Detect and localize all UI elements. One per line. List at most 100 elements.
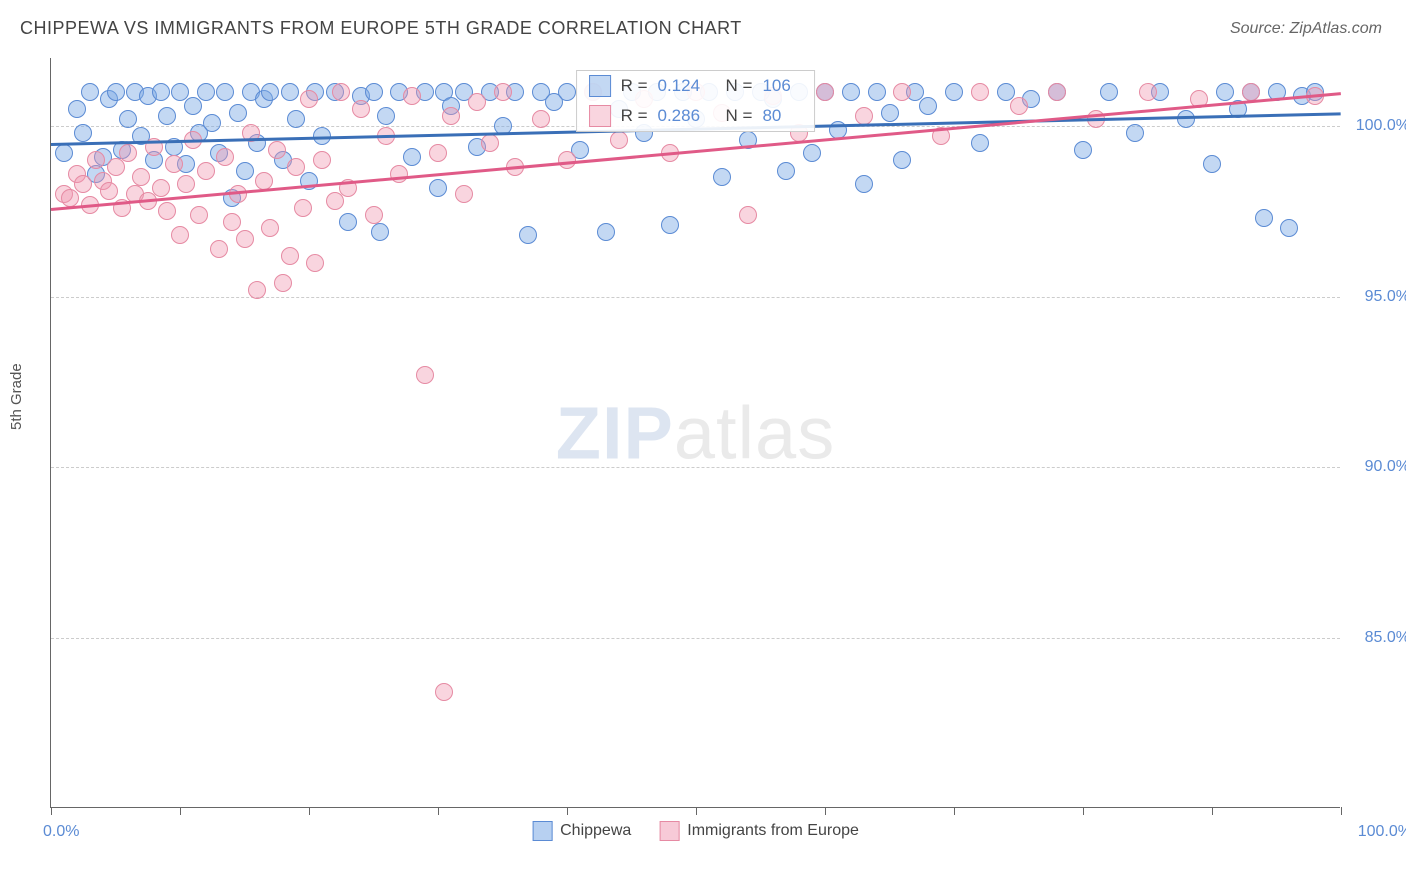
watermark-atlas: atlas: [674, 391, 835, 474]
data-point: [100, 182, 118, 200]
data-point: [494, 83, 512, 101]
data-point: [294, 199, 312, 217]
data-point: [107, 83, 125, 101]
y-axis-label: 5th Grade: [8, 363, 25, 430]
data-point: [339, 213, 357, 231]
stats-row: R =0.124N =106: [577, 71, 815, 101]
data-point: [371, 223, 389, 241]
data-point: [119, 144, 137, 162]
data-point: [236, 162, 254, 180]
data-point: [803, 144, 821, 162]
data-point: [313, 151, 331, 169]
data-point: [119, 110, 137, 128]
y-tick-label: 100.0%: [1350, 117, 1406, 135]
data-point: [197, 162, 215, 180]
watermark-zip: ZIP: [556, 391, 674, 474]
data-point: [816, 83, 834, 101]
data-point: [55, 144, 73, 162]
data-point: [281, 247, 299, 265]
data-point: [287, 110, 305, 128]
data-point: [442, 107, 460, 125]
data-point: [158, 202, 176, 220]
data-point: [223, 213, 241, 231]
data-point: [739, 206, 757, 224]
data-point: [403, 148, 421, 166]
stats-n-value: 80: [762, 106, 802, 126]
gridline: [51, 297, 1340, 298]
data-point: [87, 151, 105, 169]
data-point: [855, 107, 873, 125]
data-point: [287, 158, 305, 176]
data-point: [210, 240, 228, 258]
data-point: [171, 226, 189, 244]
data-point: [1280, 219, 1298, 237]
data-point: [1100, 83, 1118, 101]
data-point: [377, 107, 395, 125]
data-point: [435, 683, 453, 701]
data-point: [74, 124, 92, 142]
data-point: [365, 83, 383, 101]
data-point: [74, 175, 92, 193]
data-point: [216, 83, 234, 101]
data-point: [945, 83, 963, 101]
data-point: [532, 110, 550, 128]
data-point: [919, 97, 937, 115]
data-point: [248, 281, 266, 299]
data-point: [429, 179, 447, 197]
data-point: [107, 158, 125, 176]
data-point: [416, 366, 434, 384]
data-point: [1126, 124, 1144, 142]
data-point: [158, 107, 176, 125]
x-tick: [954, 807, 955, 815]
data-point: [216, 148, 234, 166]
data-point: [855, 175, 873, 193]
data-point: [236, 230, 254, 248]
x-tick: [51, 807, 52, 815]
stats-legend: R =0.124N =106 R = 0.286 N = 80: [576, 70, 816, 132]
chart-title: CHIPPEWA VS IMMIGRANTS FROM EUROPE 5TH G…: [20, 18, 742, 39]
data-point: [184, 97, 202, 115]
source-label: Source: ZipAtlas.com: [1230, 20, 1382, 38]
data-point: [203, 114, 221, 132]
data-point: [1139, 83, 1157, 101]
data-point: [197, 83, 215, 101]
x-axis-max-label: 100.0%: [1352, 823, 1406, 841]
data-point: [1203, 155, 1221, 173]
legend-swatch: [589, 105, 611, 127]
data-point: [390, 165, 408, 183]
data-point: [229, 104, 247, 122]
y-tick-label: 85.0%: [1350, 629, 1406, 647]
data-point: [429, 144, 447, 162]
data-point: [971, 134, 989, 152]
data-point: [255, 172, 273, 190]
x-axis-min-label: 0.0%: [43, 823, 79, 841]
data-point: [1010, 97, 1028, 115]
plot-area: ZIPatlas 85.0%90.0%95.0%100.0%0.0%100.0%…: [50, 58, 1340, 808]
data-point: [868, 83, 886, 101]
data-point: [777, 162, 795, 180]
data-point: [352, 100, 370, 118]
data-point: [481, 134, 499, 152]
x-tick: [1341, 807, 1342, 815]
stats-n-label: N =: [726, 76, 753, 96]
data-point: [165, 155, 183, 173]
data-point: [519, 226, 537, 244]
data-point: [1255, 209, 1273, 227]
data-point: [365, 206, 383, 224]
data-point: [610, 131, 628, 149]
y-tick-label: 90.0%: [1350, 458, 1406, 476]
stats-r-value: 0.286: [658, 106, 716, 126]
x-tick: [309, 807, 310, 815]
gridline: [51, 638, 1340, 639]
data-point: [468, 93, 486, 111]
legend-swatch: [659, 821, 679, 841]
legend-label: Immigrants from Europe: [687, 822, 859, 839]
data-point: [881, 104, 899, 122]
data-point: [132, 168, 150, 186]
data-point: [842, 83, 860, 101]
data-point: [61, 189, 79, 207]
y-tick-label: 95.0%: [1350, 288, 1406, 306]
stats-r-label: R =: [621, 106, 648, 126]
stats-n-label: N =: [726, 106, 753, 126]
legend-swatch: [532, 821, 552, 841]
